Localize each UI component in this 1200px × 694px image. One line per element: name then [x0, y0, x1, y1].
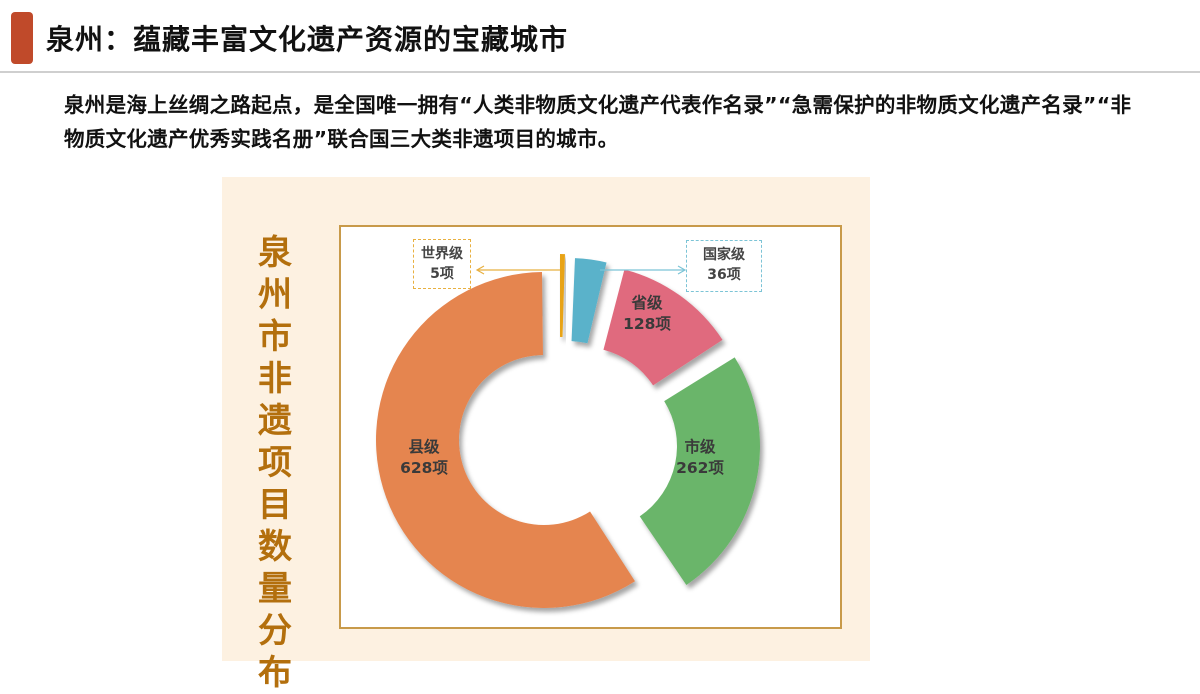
- vertical-title-char: 分: [258, 611, 292, 651]
- label-city-name: 市级: [684, 438, 716, 456]
- vertical-title-char: 目: [258, 485, 292, 525]
- callout-national-value: 36项: [707, 267, 741, 283]
- vertical-title-char: 州: [258, 275, 292, 315]
- arrow-right-icon: [677, 265, 687, 275]
- segment-county: [376, 272, 635, 608]
- arrow-left-icon: [475, 265, 485, 275]
- title-divider: [0, 71, 1200, 73]
- vertical-title-char: 遗: [258, 401, 292, 441]
- vertical-title-char: 量: [258, 569, 292, 609]
- callout-world: 世界级 5项: [413, 239, 471, 289]
- label-county-name: 县级: [408, 438, 440, 456]
- segment-national: [571, 258, 607, 344]
- label-provincial: 省级 128项: [612, 293, 682, 335]
- segment-world: [560, 254, 565, 338]
- vertical-title-char: 市: [258, 317, 292, 357]
- label-county-value: 628项: [400, 459, 448, 477]
- vertical-title-char: 数: [258, 527, 292, 567]
- label-city-value: 262项: [676, 459, 724, 477]
- description-text: 泉州是海上丝绸之路起点，是全国唯一拥有“人类非物质文化遗产代表作名录”“急需保护…: [64, 93, 1132, 151]
- callout-national: 国家级 36项: [686, 240, 762, 292]
- page-title: 泉州：蕴藏丰富文化遗产资源的宝藏城市: [46, 23, 569, 56]
- label-city: 市级 262项: [663, 437, 737, 479]
- label-county: 县级 628项: [387, 437, 461, 479]
- callout-world-value: 5项: [430, 266, 454, 282]
- label-provincial-value: 128项: [623, 315, 671, 333]
- segment-provincial: [603, 269, 723, 386]
- donut-chart: [376, 254, 760, 608]
- vertical-title-char: 项: [258, 443, 292, 483]
- vertical-title-char: 非: [258, 359, 292, 399]
- title-accent-bar: [11, 12, 33, 64]
- callout-national-name: 国家级: [703, 247, 745, 263]
- vertical-title-char: 泉: [258, 233, 292, 273]
- title-bar: 泉州：蕴藏丰富文化遗产资源的宝藏城市: [0, 0, 1200, 73]
- segment-city: [639, 357, 760, 585]
- label-provincial-name: 省级: [631, 294, 663, 312]
- callout-world-name: 世界级: [421, 246, 463, 262]
